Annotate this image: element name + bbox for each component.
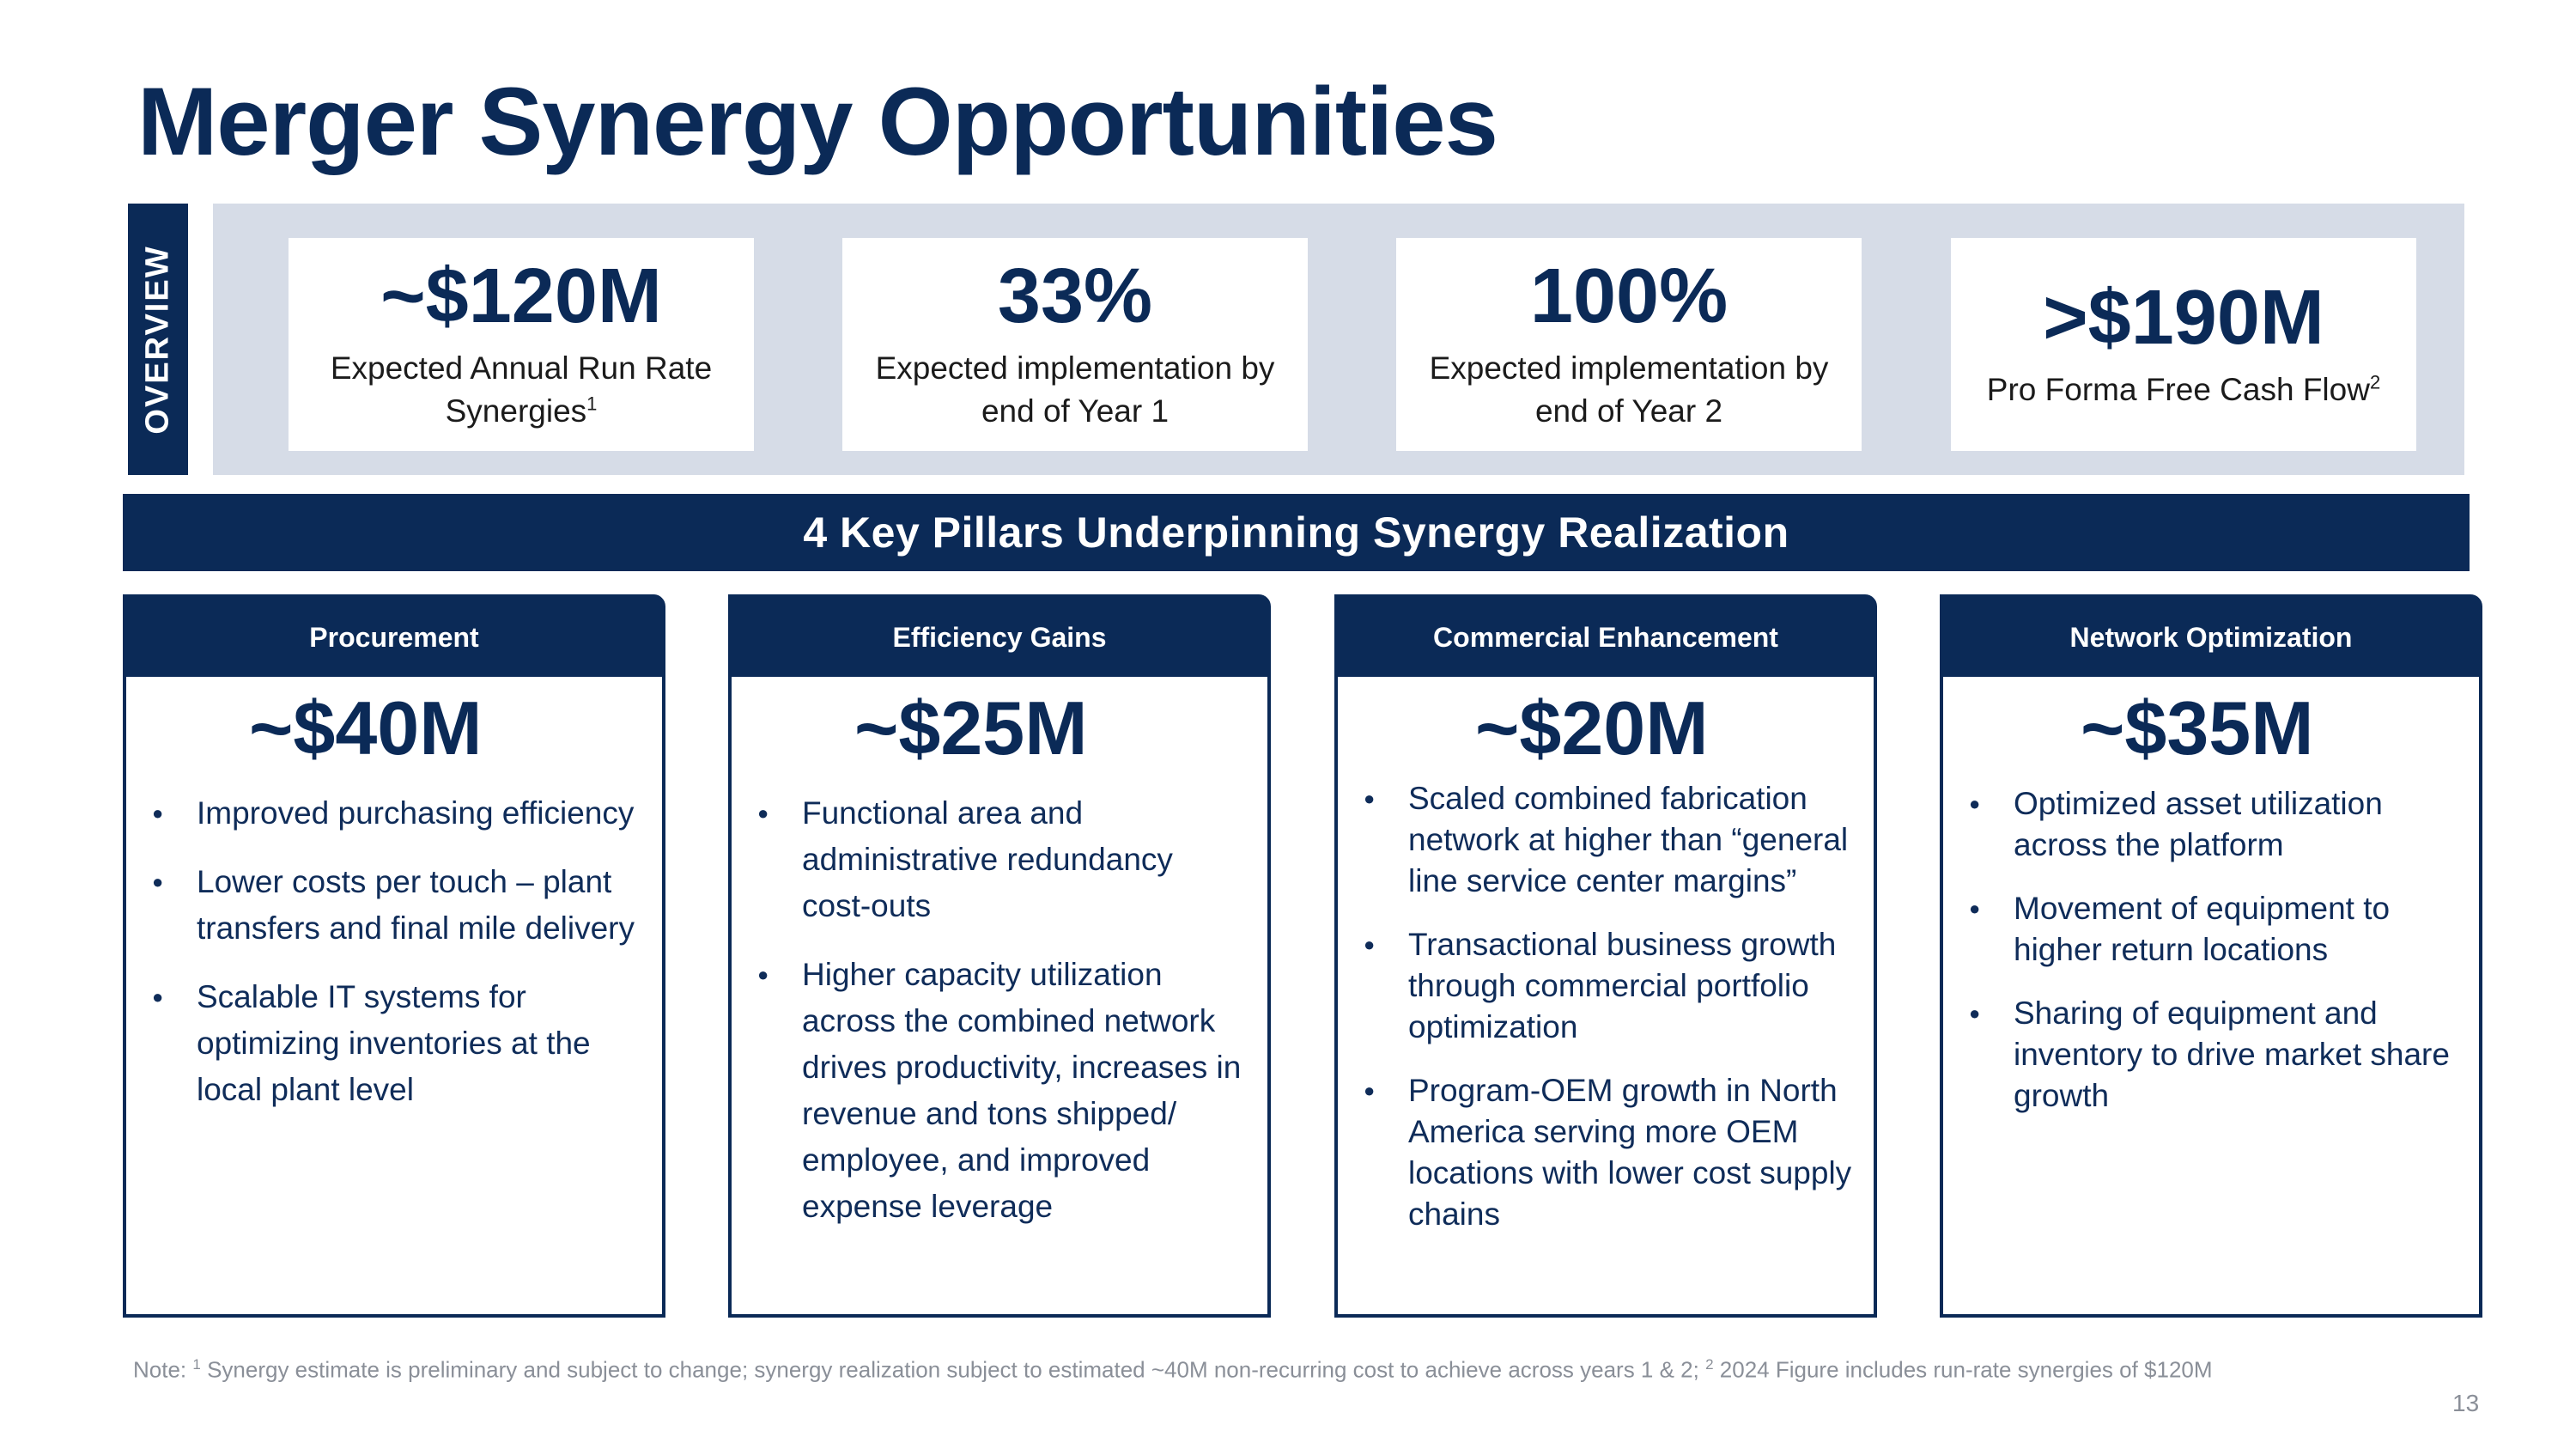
pillar-procurement: Procurement ~$40M Improved purchasing ef… xyxy=(123,594,665,1318)
pillar-bullet-list: Optimized asset utilization across the p… xyxy=(1943,783,2479,1117)
metric-card-year2: 100% Expected implementation by end of Y… xyxy=(1396,238,1862,451)
overview-band: ~$120M Expected Annual Run Rate Synergie… xyxy=(213,204,2464,475)
list-item: Higher capacity utilization across the c… xyxy=(732,952,1250,1230)
list-item: Scalable IT systems for optimizing inven… xyxy=(126,974,645,1113)
list-item: Lower costs per touch – plant transfers … xyxy=(126,859,645,952)
pillar-value: ~$40M xyxy=(249,685,483,770)
pillar-bullet-list: Functional area and administrative redun… xyxy=(732,790,1267,1230)
list-item: Functional area and administrative redun… xyxy=(732,790,1250,929)
pillars-banner: 4 Key Pillars Underpinning Synergy Reali… xyxy=(123,494,2470,571)
metric-value: ~$120M xyxy=(380,253,662,339)
pillar-commercial-enhancement: Commercial Enhancement ~$20M Scaled comb… xyxy=(1334,594,1877,1318)
list-item: Sharing of equipment and inventory to dr… xyxy=(1943,993,2462,1117)
pillar-efficiency-gains: Efficiency Gains ~$25M Functional area a… xyxy=(728,594,1271,1318)
footnote-marker: 1 xyxy=(586,393,598,415)
list-item: Improved purchasing efficiency xyxy=(126,790,645,837)
metric-label: Expected Annual Run Rate Synergies1 xyxy=(330,350,713,429)
metric-label: Expected implementation by end of Year 2 xyxy=(1429,350,1829,429)
metric-card-free-cash-flow: >$190M Pro Forma Free Cash Flow2 xyxy=(1951,238,2416,451)
list-item: Transactional business growth through co… xyxy=(1338,924,1856,1048)
metric-value: 33% xyxy=(997,253,1153,339)
list-item: Movement of equipment to higher return l… xyxy=(1943,888,2462,971)
metric-label: Pro Forma Free Cash Flow2 xyxy=(1986,371,2381,408)
metric-card-year1: 33% Expected implementation by end of Ye… xyxy=(842,238,1308,451)
pillar-network-optimization: Network Optimization ~$35M Optimized ass… xyxy=(1940,594,2482,1318)
footnote-marker: 2 xyxy=(2369,371,2381,393)
pillar-header: Commercial Enhancement xyxy=(1338,598,1874,677)
pillar-value: ~$20M xyxy=(1475,685,1709,770)
list-item: Optimized asset utilization across the p… xyxy=(1943,783,2462,866)
pillar-bullet-list: Improved purchasing efficiency Lower cos… xyxy=(126,790,662,1113)
pillar-header: Procurement xyxy=(126,598,662,677)
pillar-value: ~$25M xyxy=(854,685,1088,770)
pillar-header: Efficiency Gains xyxy=(732,598,1267,677)
footnote: Note: 1 Synergy estimate is preliminary … xyxy=(133,1356,2213,1383)
pillar-value: ~$35M xyxy=(2081,685,2314,770)
list-item: Scaled combined fabrication network at h… xyxy=(1338,778,1856,902)
overview-tab: OVERVIEW xyxy=(128,204,188,475)
pillar-header: Network Optimization xyxy=(1943,598,2479,677)
metric-card-run-rate: ~$120M Expected Annual Run Rate Synergie… xyxy=(289,238,754,451)
overview-label: OVERVIEW xyxy=(139,244,176,435)
pillar-bullet-list: Scaled combined fabrication network at h… xyxy=(1338,778,1874,1235)
metric-value: >$190M xyxy=(2043,274,2324,361)
list-item: Program-OEM growth in North America serv… xyxy=(1338,1070,1856,1235)
metric-label: Expected implementation by end of Year 1 xyxy=(875,350,1275,429)
page-number: 13 xyxy=(2452,1390,2480,1416)
metric-value: 100% xyxy=(1529,253,1728,339)
page-title: Merger Synergy Opportunities xyxy=(137,68,1498,175)
